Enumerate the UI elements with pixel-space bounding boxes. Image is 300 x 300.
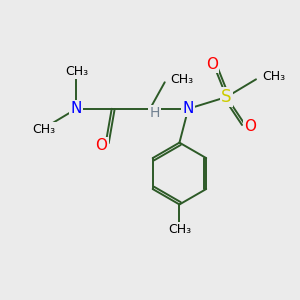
Text: O: O <box>206 57 218 72</box>
Text: O: O <box>244 119 256 134</box>
Text: CH₃: CH₃ <box>65 65 88 79</box>
Text: CH₃: CH₃ <box>32 123 56 136</box>
Text: CH₃: CH₃ <box>262 70 285 83</box>
Text: H: H <box>149 106 160 120</box>
Text: N: N <box>71 101 82 116</box>
Text: CH₃: CH₃ <box>168 223 191 236</box>
Text: CH₃: CH₃ <box>171 73 194 86</box>
Text: S: S <box>221 88 232 106</box>
Text: N: N <box>183 101 194 116</box>
Text: O: O <box>95 138 107 153</box>
